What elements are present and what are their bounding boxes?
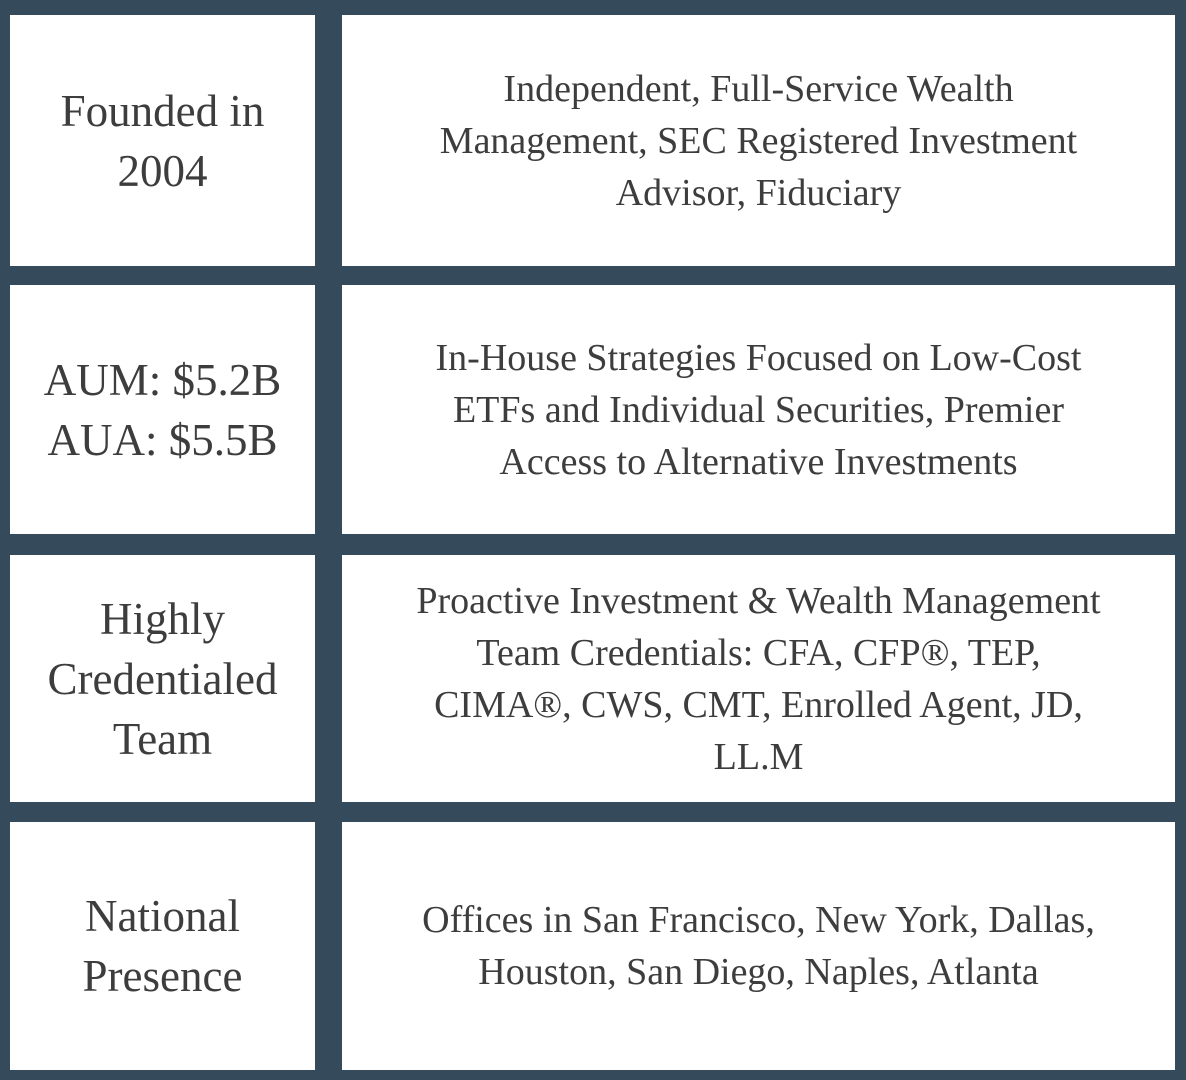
strategies-line-3: Access to Alternative Investments [499, 440, 1018, 483]
firm-type-line-1: Independent, Full-Service Wealth [503, 67, 1014, 110]
offices-cell: Offices in San Francisco, New York, Dall… [342, 822, 1175, 1070]
credentials-line-4: LL.M [713, 735, 804, 778]
aua-line: AUA: $5.5B [47, 414, 278, 465]
team-line-3: Team [112, 713, 213, 764]
firm-type-line-3: Advisor, Fiduciary [615, 171, 902, 214]
strategies-line-2: ETFs and Individual Securities, Premier [452, 388, 1065, 431]
team-line-2: Credentialed [47, 653, 278, 704]
aum-line: AUM: $5.2B [43, 354, 282, 405]
strategies-cell: In-House Strategies Focused on Low-Cost … [342, 285, 1175, 534]
assets-cell: AUM: $5.2B AUA: $5.5B [10, 285, 315, 534]
credentials-line-2: Team Credentials: CFA, CFP®, TEP, [476, 631, 1041, 674]
presence-line-1: National [85, 891, 240, 941]
offices-line-2: Houston, San Diego, Naples, Atlanta [478, 951, 1039, 993]
credentials-line-1: Proactive Investment & Wealth Management [416, 579, 1101, 622]
presence-line-2: Presence [82, 951, 243, 1001]
credentials-cell: Proactive Investment & Wealth Management… [342, 555, 1175, 802]
firm-type-line-2: Management, SEC Registered Investment [439, 119, 1078, 162]
credentials-line-3: CIMA®, CWS, CMT, Enrolled Agent, JD, [434, 683, 1083, 726]
strategies-line-1: In-House Strategies Focused on Low-Cost [435, 336, 1082, 379]
firm-type-cell: Independent, Full-Service Wealth Managem… [342, 15, 1175, 266]
offices-line-1: Offices in San Francisco, New York, Dall… [422, 899, 1095, 941]
founded-line-1: Founded in [60, 85, 265, 136]
founded-cell: Founded in 2004 [10, 15, 315, 266]
team-cell: Highly Credentialed Team [10, 555, 315, 802]
founded-line-2: 2004 [117, 145, 208, 196]
presence-cell: National Presence [10, 822, 315, 1070]
team-line-1: Highly [99, 593, 225, 644]
